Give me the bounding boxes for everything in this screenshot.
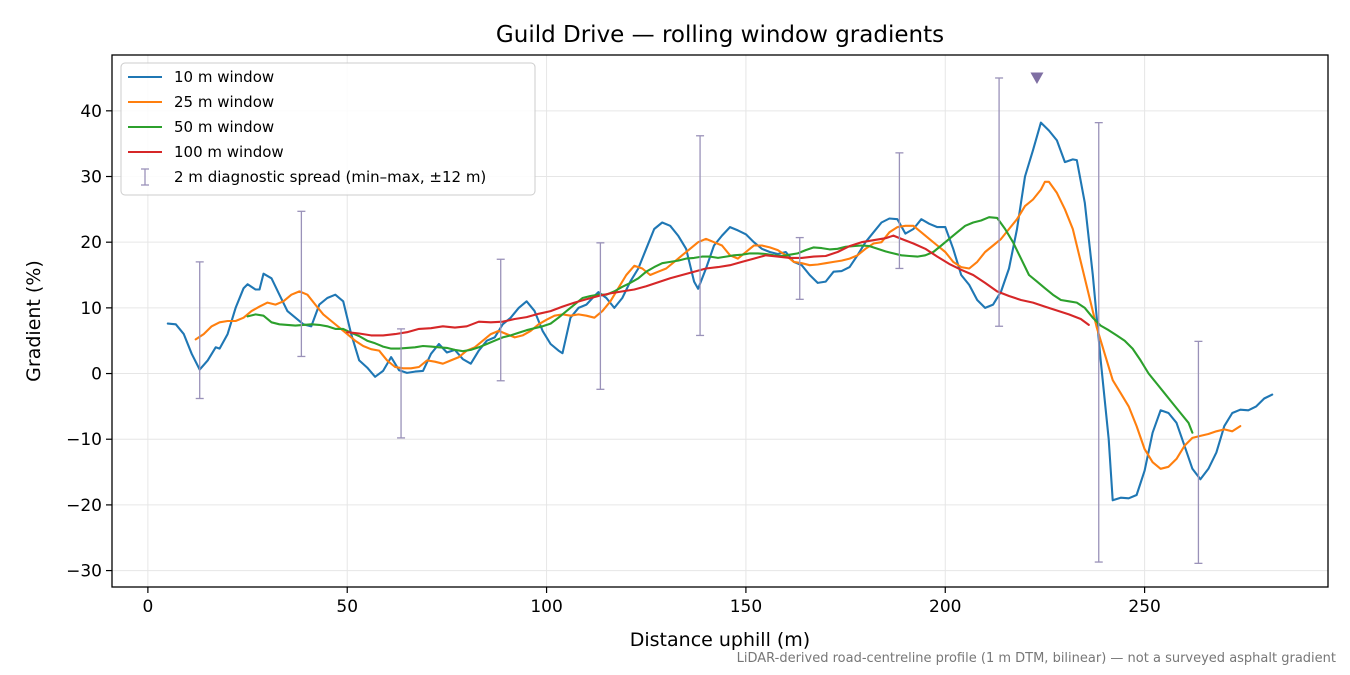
error-bar <box>297 210 306 358</box>
chart-title: Guild Drive — rolling window gradients <box>496 22 944 48</box>
y-tick-label: 20 <box>80 233 102 253</box>
error-bar <box>496 258 505 382</box>
plot-frame <box>111 54 1329 588</box>
series-line-25m <box>194 180 1242 470</box>
y-tick-label: 30 <box>80 168 102 188</box>
legend-entry: 10 m window <box>174 68 274 86</box>
legend-entry: 50 m window <box>174 118 274 136</box>
y-tick-label: −20 <box>66 496 102 516</box>
error-bar <box>1194 340 1203 565</box>
footnote: LiDAR-derived road-centreline profile (1… <box>736 651 1336 666</box>
legend: 10 m window 25 m window 50 m window 100 m w… <box>120 62 536 196</box>
error-bar <box>795 236 804 300</box>
series-line-50m <box>246 216 1194 434</box>
error-bars <box>195 77 1203 565</box>
error-bar <box>195 261 204 400</box>
y-tick-label: 10 <box>80 299 102 319</box>
error-bar <box>1094 121 1103 563</box>
x-tick-label: 250 <box>1128 597 1160 617</box>
legend-box <box>120 62 536 196</box>
error-bar <box>696 135 705 337</box>
error-bar <box>596 242 605 390</box>
x-tick-label: 100 <box>530 597 562 617</box>
y-axis-label: Gradient (%) <box>23 260 45 382</box>
y-tick-label: 40 <box>80 102 102 122</box>
x-tick-label: 200 <box>929 597 961 617</box>
legend-entry: 100 m window <box>174 143 284 161</box>
y-tick-label: −30 <box>66 562 102 582</box>
axes: 0 50 100 150 200 250 −30 −20 −10 0 10 20 30 40 <box>66 102 1161 617</box>
x-tick-label: 0 <box>142 597 153 617</box>
legend-entry: 25 m window <box>174 93 274 111</box>
series-line-100m <box>346 234 1090 337</box>
y-tick-label: −10 <box>66 430 102 450</box>
x-tick-label: 150 <box>730 597 762 617</box>
peak-marker <box>1030 72 1044 84</box>
legend-swatch-errorbar <box>141 168 149 186</box>
error-bar <box>397 328 406 439</box>
legend-entry-errorbar: 2 m diagnostic spread (min–max, ±12 m) <box>174 168 486 186</box>
series-lines <box>166 121 1274 502</box>
x-axis-label: Distance uphill (m) <box>630 629 810 651</box>
y-tick-label: 0 <box>91 365 102 385</box>
error-bar <box>995 77 1004 327</box>
peak-marker-triangle <box>1030 72 1044 84</box>
x-tick-label: 50 <box>336 597 358 617</box>
error-bar <box>895 152 904 270</box>
